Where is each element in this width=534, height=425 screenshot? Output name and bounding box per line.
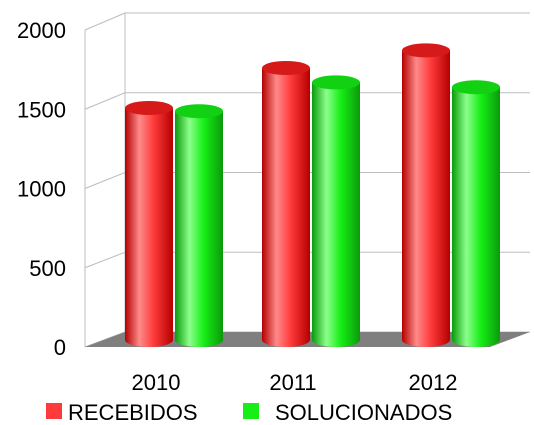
bar-recebidos-2010-body bbox=[125, 108, 173, 347]
bars bbox=[125, 43, 500, 348]
grid-line-side bbox=[84, 172, 126, 189]
y-tick-label: 2000 bbox=[17, 18, 66, 43]
y-axis-ticks: 0 500 1000 1500 2000 bbox=[17, 18, 66, 360]
x-axis-categories: 2010 2011 2012 bbox=[132, 370, 458, 395]
bar-recebidos-2010 bbox=[125, 101, 173, 347]
grid-line-side bbox=[84, 251, 126, 269]
legend-label-recebidos: RECEBIDOS bbox=[68, 400, 198, 425]
bar-solucionados-2011-body bbox=[312, 82, 360, 348]
bar-solucionados-2011 bbox=[312, 75, 360, 348]
y-tick-label: 1000 bbox=[17, 177, 66, 202]
y-tick-label: 0 bbox=[54, 335, 66, 360]
x-tick-label: 2012 bbox=[409, 370, 458, 395]
bar-solucionados-2010 bbox=[175, 104, 223, 347]
y-tick-label: 500 bbox=[29, 256, 66, 281]
bar-recebidos-2010-cap bbox=[125, 101, 173, 115]
legend-swatch-solucionados bbox=[243, 403, 259, 419]
y-tick-label: 1500 bbox=[17, 97, 66, 122]
bar-solucionados-2010-body bbox=[175, 111, 223, 347]
grid-line-side bbox=[84, 92, 126, 110]
bar-recebidos-2011 bbox=[262, 61, 310, 347]
legend-label-solucionados: SOLUCIONADOS bbox=[275, 400, 452, 425]
bar-solucionados-2010-cap bbox=[175, 104, 223, 119]
grid-line-side bbox=[84, 12, 126, 31]
bar-recebidos-2011-body bbox=[262, 68, 310, 347]
bar-solucionados-2012-body bbox=[452, 87, 500, 347]
x-tick-label: 2010 bbox=[132, 370, 181, 395]
bar-recebidos-2012-body bbox=[402, 50, 450, 348]
x-tick-label: 2011 bbox=[269, 370, 316, 395]
bar-solucionados-2012-cap bbox=[452, 80, 500, 95]
bar-solucionados-2012 bbox=[452, 80, 500, 347]
legend-swatch-recebidos bbox=[46, 403, 62, 419]
legend: RECEBIDOS SOLUCIONADOS bbox=[46, 400, 452, 425]
bar-recebidos-2011-cap bbox=[262, 61, 310, 75]
bar-solucionados-2011-cap bbox=[312, 75, 360, 90]
bar-recebidos-2012-cap bbox=[402, 43, 450, 58]
bar-recebidos-2012 bbox=[402, 43, 450, 348]
